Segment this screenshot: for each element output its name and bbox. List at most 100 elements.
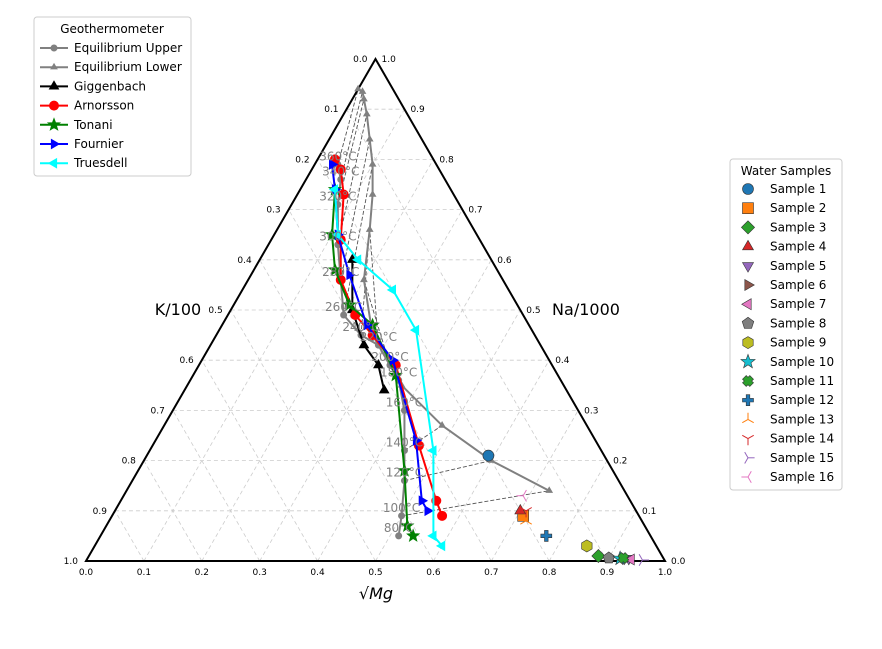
curve-point-equilibrium-lower	[368, 160, 377, 167]
legend-sample-item-10: Sample 10	[740, 353, 834, 369]
curve-point-equilibrium-lower	[362, 109, 371, 117]
water-samples-legend-title: Water Samples	[741, 164, 832, 178]
curve-point-equilibrium-upper	[395, 532, 403, 540]
grid-line-left-diagonal	[143, 109, 405, 562]
curve-point-equilibrium-lower	[358, 87, 367, 94]
bottom-tick-label: 1.0	[658, 568, 673, 578]
legend-sample-item-15: Sample 15	[744, 451, 834, 465]
bottom-tick-label: 0.1	[137, 568, 151, 578]
curve-point-equilibrium-lower	[360, 275, 368, 283]
left-axis-label: K/100	[155, 300, 201, 319]
tie-line	[337, 89, 359, 165]
sample-point-12	[540, 530, 553, 542]
marker-arm	[747, 471, 752, 478]
tie-line	[369, 229, 379, 346]
legend-sample-marker	[744, 451, 755, 464]
curve-point-truesdell	[352, 254, 362, 266]
curve-point-equilibrium-upper	[398, 512, 406, 520]
grid-line-left-diagonal	[375, 309, 521, 562]
legend-marker	[46, 117, 62, 131]
legend-sample-item-6: Sample 6	[744, 278, 826, 292]
legend-sample-item-2: Sample 2	[742, 201, 826, 215]
marker-arm	[522, 489, 527, 496]
legend-sample-item-7: Sample 7	[741, 297, 826, 311]
water-samples	[482, 449, 650, 566]
legend-sample-label: Sample 7	[770, 297, 826, 311]
grid-line-left-diagonal	[490, 410, 579, 562]
legend-sample-label: Sample 5	[770, 259, 826, 273]
grid-line-right-diagonal	[201, 360, 318, 562]
legend-sample-marker	[742, 394, 754, 407]
curve-point-equilibrium-lower	[365, 225, 374, 232]
curve-line-equilibrium-lower	[357, 88, 550, 492]
curve-point-tonani	[406, 528, 421, 542]
curve-point-giggenbach	[373, 358, 384, 369]
legend-label: Equilibrium Upper	[74, 41, 182, 55]
temperature-label: 100°C	[383, 501, 420, 515]
sample-point-3	[591, 548, 606, 564]
left-tick-label: 0.6	[179, 356, 194, 366]
grid-line-left-diagonal	[606, 510, 637, 562]
legend-sample-label: Sample 8	[770, 316, 826, 330]
legend-sample-item-13: Sample 13	[742, 412, 834, 426]
legend-sample-label: Sample 15	[770, 451, 834, 465]
bottom-tick-label: 0.4	[310, 568, 325, 578]
legend-label: Equilibrium Lower	[74, 60, 182, 74]
triangle-outline	[84, 56, 667, 562]
curve-point-tonani	[342, 297, 357, 312]
legend-item-tonani: Tonani	[40, 117, 113, 132]
bottom-tick-label: 0.2	[195, 568, 209, 578]
legend-item-fournier: Fournier	[40, 137, 123, 151]
grid-line-right-diagonal	[346, 109, 608, 562]
grid-line-right-diagonal	[230, 309, 376, 562]
legend-sample-label: Sample 11	[770, 374, 834, 388]
right-tick-label: 0.7	[468, 206, 482, 216]
left-tick-label: 0.8	[122, 457, 137, 467]
tick-labels: 0.0 0.1 0.2 0.3 0.4 0.5 0.6 0.7 0.8 0.9 1.00.00.10…	[64, 55, 686, 578]
legend-sample-item-16: Sample 16	[741, 470, 834, 484]
bottom-tick-label: 0.0	[79, 568, 94, 578]
left-tick-label: 0.3	[266, 206, 280, 216]
sample-point-7	[624, 553, 635, 566]
legend-marker	[50, 138, 61, 150]
right-tick-label: 0.4	[555, 356, 570, 366]
temperature-label: 80°C	[384, 521, 414, 535]
legend-item-equilibrium-lower: Equilibrium Lower	[40, 60, 182, 74]
legend-sample-marker	[742, 202, 754, 214]
legend-marker	[48, 80, 60, 90]
curve-point-truesdell	[386, 284, 396, 296]
curve-point-truesdell	[427, 445, 437, 456]
marker-arm	[747, 418, 754, 424]
temperature-label: 300°C	[319, 230, 356, 244]
curve-point-equilibrium-upper	[340, 311, 348, 319]
grid-line-right-diagonal	[172, 410, 261, 562]
legend-sample-label: Sample 6	[770, 278, 826, 292]
left-tick-label: 0.4	[237, 256, 252, 266]
right-tick-label: 0.2	[613, 457, 627, 467]
marker-arm	[525, 520, 533, 525]
temperature-label: 120°C	[386, 466, 423, 480]
bottom-tick-label: 0.8	[542, 568, 557, 578]
curve-point-equilibrium-lower	[354, 84, 362, 92]
curve-point-equilibrium-lower	[545, 486, 554, 493]
curve-point-fournier	[418, 495, 429, 507]
bottom-tick-label: 0.9	[600, 568, 615, 578]
bottom-tick-label: 0.7	[484, 568, 498, 578]
legend-sample-label: Sample 14	[770, 432, 834, 446]
equilibrium-tie-lines	[337, 89, 550, 517]
right-tick-label: 0.6	[497, 256, 512, 266]
sample-point-11	[617, 552, 630, 564]
bottom-axis-label: √Mg	[359, 584, 393, 603]
right-tick-label: 0.0	[671, 557, 686, 567]
triangle-frame	[84, 56, 667, 562]
curve-point-truesdell	[427, 530, 437, 542]
curve-point-equilibrium-lower	[360, 94, 368, 102]
curve-point-fournier	[412, 435, 423, 446]
legend-sample-item-12: Sample 12	[742, 393, 834, 407]
curve-point-equilibrium-lower	[438, 420, 446, 428]
legend-sample-label: Sample 13	[770, 412, 834, 426]
legend-sample-item-1: Sample 1	[742, 182, 826, 196]
legend-marker	[47, 157, 58, 169]
curve-point-fournier	[363, 319, 374, 331]
